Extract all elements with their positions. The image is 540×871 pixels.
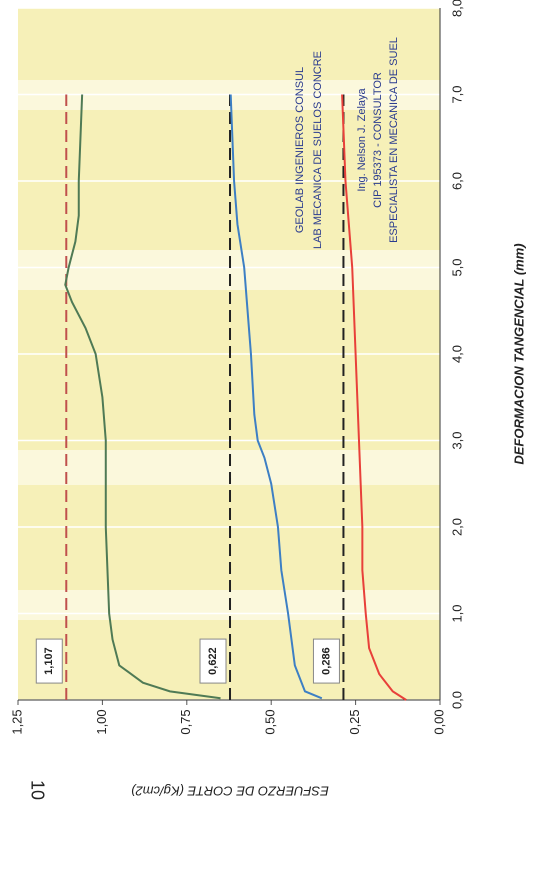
y-tick-label: 1,00: [94, 709, 109, 734]
x-tick-label: 4,0: [449, 345, 464, 363]
reference-label: 0,286: [320, 647, 332, 675]
y-tick-label: 0,50: [263, 709, 278, 734]
stamp-text: Ing. Nelson J. Zelaya: [356, 87, 368, 191]
reference-label: 0,622: [207, 647, 219, 675]
series-line: [64, 94, 221, 700]
y-tick-label: 0,75: [178, 709, 193, 734]
reference-label-box: [199, 638, 227, 684]
x-tick-label: 1,0: [449, 604, 464, 622]
x-tick-label: 5,0: [449, 258, 464, 276]
stamp-text: LAB MECANICA DE SUELOS CONCRE: [312, 51, 324, 249]
reference-label: 1,107: [43, 647, 55, 675]
y-tick-label: 0,00: [431, 709, 446, 734]
reference-label-box: [312, 638, 340, 684]
background-stripe: [18, 450, 440, 485]
y-tick-label: 0,25: [347, 709, 362, 734]
x-tick-label: 2,0: [449, 518, 464, 536]
stamp-text: ESPECIALISTA EN MECANICA DE SUEL: [388, 37, 400, 243]
series-line: [229, 94, 323, 700]
stamp-text: CIP 195373 - CONSULTOR: [372, 72, 384, 208]
x-tick-label: 3,0: [449, 431, 464, 449]
y-tick-label: 1,25: [9, 709, 24, 734]
page-number: 10: [27, 780, 47, 800]
reference-label-box: [35, 638, 63, 684]
x-tick-label: 0,0: [449, 691, 464, 709]
background-stripe: [18, 590, 440, 620]
x-axis-title: DEFORMACION TANGENCIAL (mm): [511, 243, 526, 464]
x-tick-label: 7,0: [449, 85, 464, 103]
x-tick-label: 6,0: [449, 172, 464, 190]
x-tick-label: 8,0: [449, 0, 464, 17]
background-stripe: [18, 250, 440, 290]
stamp-text: GEOLAB INGENIEROS CONSUL: [294, 67, 306, 233]
series-line: [341, 94, 407, 701]
y-axis-title: ESFUERZO DE CORTE (Kg/cm2): [131, 784, 329, 799]
